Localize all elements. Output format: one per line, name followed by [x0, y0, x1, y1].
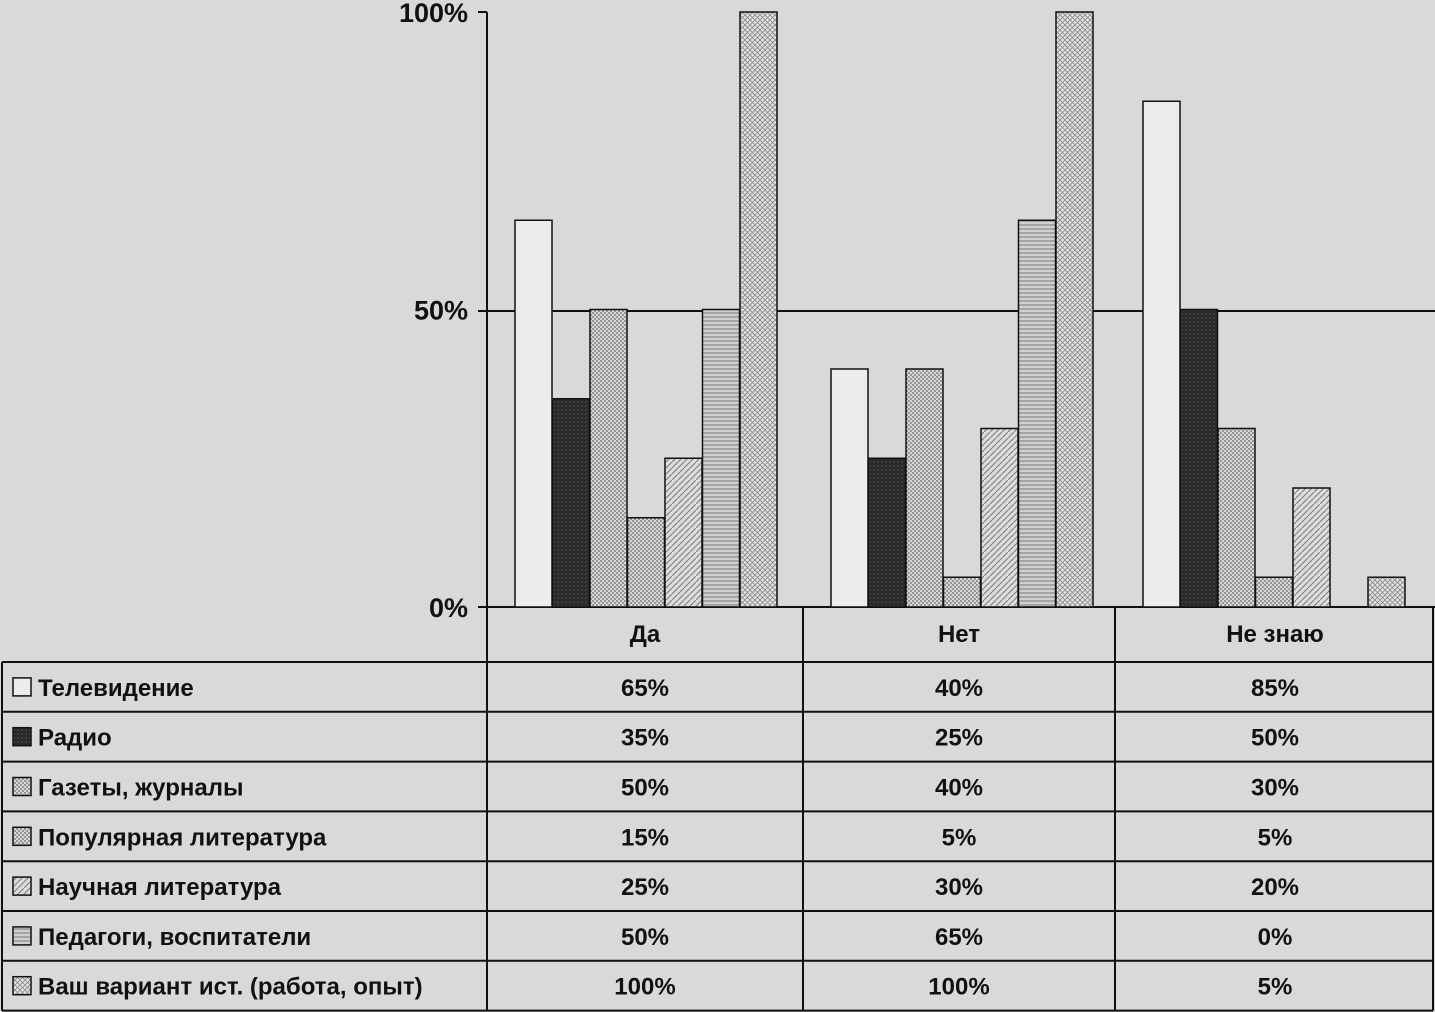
- bar-2-3: [1179, 308, 1219, 608]
- y-tick-label: 100%: [399, 0, 468, 28]
- data-label: 5%: [942, 824, 977, 851]
- bar-2-1: [551, 398, 591, 608]
- series-name: Научная литература: [38, 874, 282, 901]
- data-label: 5%: [1258, 824, 1293, 851]
- data-label: 40%: [935, 675, 983, 702]
- y-tick-label: 0%: [429, 593, 468, 623]
- bar-3-1: [589, 308, 628, 608]
- bar-1-2: [830, 368, 869, 608]
- bar-5-3: [1292, 487, 1331, 608]
- data-label: 30%: [1251, 775, 1299, 802]
- data-label: 65%: [621, 675, 669, 702]
- data-label: 65%: [935, 924, 983, 951]
- y-tick-labels: 0% 50% 100%: [399, 0, 468, 623]
- legend-swatch: [12, 677, 32, 697]
- bars: [514, 11, 1406, 608]
- bar-4-2: [942, 576, 982, 608]
- bar-5-2: [980, 427, 1019, 608]
- data-label: 50%: [621, 924, 669, 951]
- category-label: Не знаю: [1226, 621, 1324, 648]
- legend-swatch: [12, 876, 32, 896]
- category-label: Да: [630, 621, 661, 648]
- data-label: 15%: [621, 824, 669, 851]
- table-column-lines: [486, 607, 1434, 1011]
- bar-2-2: [867, 457, 907, 608]
- legend-swatch: [12, 826, 32, 847]
- bar-7-1: [739, 11, 778, 608]
- legend-swatch: [12, 776, 32, 797]
- data-label: 30%: [935, 874, 983, 901]
- data-label: 50%: [621, 775, 669, 802]
- category-label: Нет: [938, 621, 980, 648]
- series-name: Газеты, журналы: [38, 775, 243, 802]
- bar-3-3: [1217, 427, 1256, 608]
- series-name: Педагоги, воспитатели: [38, 924, 311, 951]
- data-label: 0%: [1258, 924, 1293, 951]
- legend-swatch: [12, 975, 32, 996]
- legend-swatch: [12, 726, 32, 747]
- data-label: 100%: [614, 974, 675, 1001]
- bar-6-1: [701, 308, 741, 608]
- bar-4-3: [1254, 576, 1294, 608]
- series-name: Ваш вариант ист. (работа, опыт): [38, 974, 423, 1001]
- series-name: Радио: [38, 725, 112, 752]
- bar-4-1: [626, 517, 666, 608]
- data-label: 50%: [1251, 725, 1299, 752]
- data-label: 40%: [935, 775, 983, 802]
- data-label: 35%: [621, 725, 669, 752]
- data-label: 25%: [621, 874, 669, 901]
- bar-7-3: [1367, 576, 1406, 608]
- legend-swatch: [12, 926, 32, 946]
- bar-1-1: [514, 219, 553, 608]
- bar-6-2: [1017, 219, 1057, 608]
- bar-5-1: [664, 457, 703, 608]
- y-tick-label: 50%: [414, 296, 468, 326]
- bar-7-2: [1055, 11, 1094, 608]
- series-name: Популярная литература: [38, 824, 327, 851]
- data-label: 25%: [935, 725, 983, 752]
- data-label: 20%: [1251, 874, 1299, 901]
- data-label: 85%: [1251, 675, 1299, 702]
- data-table: Да Нет Не знаю Телевидение 65% 40% 85% Радио 35%…: [1, 607, 1434, 1012]
- bar-3-2: [905, 368, 944, 608]
- data-label: 100%: [928, 974, 989, 1001]
- data-label: 5%: [1258, 974, 1293, 1001]
- bar-1-3: [1142, 100, 1181, 608]
- series-name: Телевидение: [38, 675, 194, 702]
